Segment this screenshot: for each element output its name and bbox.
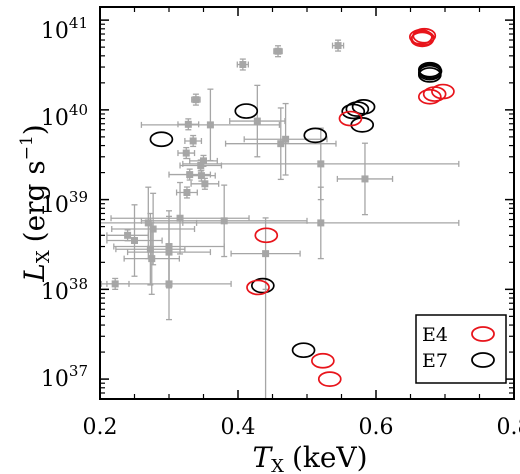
y-tick-label: 1040: [41, 101, 88, 131]
data-point-square: [189, 137, 197, 145]
data-point-square: [317, 160, 325, 168]
data-point-e4: [417, 88, 442, 105]
data-point-e7: [341, 103, 366, 120]
data-point-e4: [410, 31, 435, 48]
data-point-square: [182, 149, 190, 157]
data-point-e7: [250, 277, 275, 294]
data-point-e4: [254, 227, 279, 244]
y-tick-label: 1037: [41, 362, 88, 392]
data-point-e7: [291, 342, 316, 359]
data-point-square: [253, 117, 261, 125]
data-point-e7: [418, 63, 443, 79]
legend-label-e7: E7: [422, 350, 448, 372]
data-point-e7: [234, 103, 259, 119]
legend-marker-e7: [471, 352, 495, 368]
data-point-square: [239, 61, 247, 69]
data-point-square: [124, 231, 132, 239]
x-tick-label: 0.2: [83, 415, 118, 440]
y-tick-label: 1039: [41, 188, 88, 218]
data-point-e4: [246, 279, 270, 296]
legend-label-e4: E4: [422, 324, 448, 346]
data-point-square: [262, 250, 270, 258]
data-point-e7: [303, 127, 328, 144]
data-point-square: [197, 172, 205, 180]
data-point-square: [192, 96, 200, 104]
data-point-square: [220, 217, 228, 225]
x-axis-label: TX (keV): [252, 441, 367, 474]
x-tick-label: 0.6: [359, 415, 394, 440]
data-point-e4: [317, 371, 342, 387]
data-point-square: [197, 161, 205, 169]
data-point-square: [149, 225, 157, 233]
data-point-e4: [431, 83, 455, 100]
data-marks: [99, 27, 460, 399]
tick-marks: [99, 7, 515, 400]
data-point-square: [165, 280, 173, 288]
data-point-square: [148, 255, 156, 263]
data-point-square: [282, 135, 290, 143]
legend-marker-e4: [471, 326, 495, 342]
data-point-square: [200, 157, 207, 165]
data-point-e7: [345, 101, 370, 117]
x-tick-label: 0.8: [497, 415, 520, 440]
legend: E4 E7: [415, 314, 507, 384]
data-point-square: [361, 175, 369, 183]
data-point-square: [201, 180, 209, 188]
data-point-square: [277, 140, 285, 148]
data-point-square: [317, 219, 325, 227]
y-tick-label: 1038: [41, 275, 88, 305]
data-point-square: [176, 214, 184, 222]
data-point-square: [146, 245, 154, 253]
x-tick-label: 0.4: [221, 415, 256, 440]
data-point-square: [334, 42, 342, 50]
data-point-square: [206, 121, 214, 129]
data-point-e7: [149, 131, 174, 148]
data-point-e4: [338, 110, 363, 127]
data-point-square: [274, 47, 282, 55]
data-point-square: [186, 171, 194, 179]
legend-box: [415, 314, 507, 384]
data-point-square: [144, 219, 152, 227]
y-axis-label: LX(erg s−1): [17, 124, 54, 283]
data-point-e4: [311, 352, 335, 369]
data-point-square: [131, 237, 138, 245]
y-tick-label: 1041: [41, 14, 88, 44]
data-point-square: [183, 188, 191, 196]
